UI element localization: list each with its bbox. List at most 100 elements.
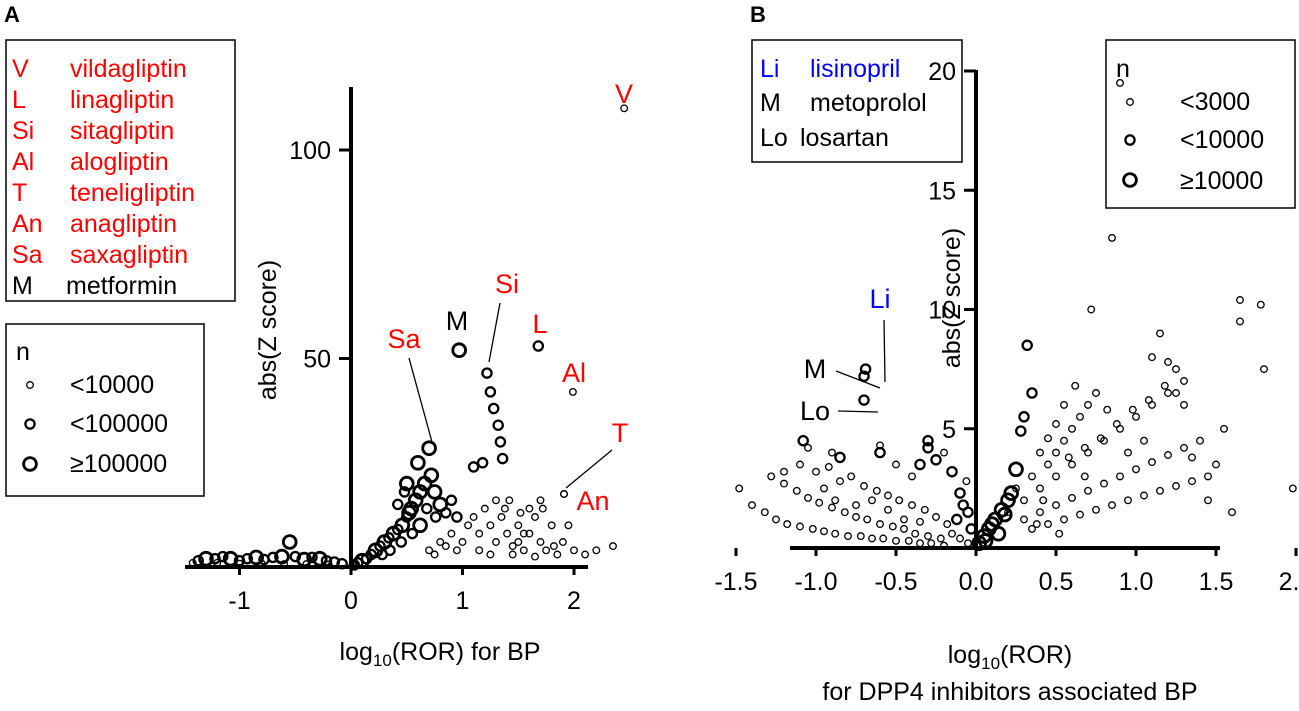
x-label-rest: (ROR) for BP — [392, 638, 541, 666]
data-point — [1084, 448, 1092, 457]
data-point — [395, 536, 407, 548]
data-point — [847, 472, 856, 481]
x-label-b-rest: (ROR) — [1000, 641, 1072, 669]
data-point — [932, 513, 940, 521]
data-point — [954, 487, 966, 499]
data-point — [1103, 405, 1112, 414]
data-point — [1036, 448, 1044, 457]
y-tick-label: 50 — [303, 346, 331, 374]
data-point — [217, 550, 229, 563]
data-point — [943, 520, 952, 529]
data-point — [927, 539, 936, 548]
x-label-log: log — [340, 638, 373, 666]
data-point — [1172, 365, 1180, 374]
data-point — [831, 529, 840, 538]
data-point — [962, 477, 971, 486]
data-point — [924, 532, 932, 541]
data-point — [1087, 305, 1096, 314]
data-point — [1236, 317, 1244, 326]
panel-a: A V vildagliptin L linagliptin Si sitagl… — [4, 2, 633, 670]
data-point — [475, 529, 484, 538]
data-point — [1080, 443, 1089, 452]
data-point — [735, 484, 744, 493]
data-point — [235, 559, 244, 568]
legend-abbr-sa: Sa — [12, 241, 43, 269]
legend-name-anagliptin: anagliptin — [70, 210, 177, 238]
data-point — [514, 521, 523, 530]
data-point — [922, 434, 934, 447]
data-point — [1148, 400, 1156, 409]
data-point — [257, 559, 266, 568]
data-point — [840, 508, 849, 517]
data-point — [1116, 472, 1124, 481]
x-label-b-log: log — [948, 641, 981, 669]
legend-abbr-lo: Lo — [760, 124, 788, 152]
annotation-lo: Lo — [800, 396, 830, 426]
data-point — [492, 496, 500, 505]
data-point — [831, 496, 840, 505]
size-legend-b-label-small: <3000 — [1180, 88, 1250, 116]
panel-a-drug-legend-box — [5, 39, 236, 302]
data-point — [549, 542, 558, 551]
data-point — [464, 521, 473, 530]
data-point — [392, 523, 404, 536]
data-point — [407, 492, 424, 509]
data-point — [922, 442, 934, 454]
data-point — [1028, 524, 1036, 533]
data-point — [940, 448, 948, 457]
data-point — [1044, 460, 1052, 469]
y-tick-label: 10 — [928, 297, 956, 325]
data-point — [492, 419, 504, 431]
data-point — [957, 499, 969, 511]
legend-name-vildagliptin: vildagliptin — [70, 55, 187, 83]
data-point — [863, 515, 872, 524]
data-point — [940, 541, 948, 550]
panel-b-drug-legend-box — [751, 39, 963, 163]
data-point — [1028, 472, 1036, 481]
data-point — [412, 484, 428, 500]
data-point — [834, 451, 846, 464]
panel-a-y-label: abs(Z score) — [254, 260, 282, 400]
data-point — [772, 515, 780, 524]
annotation-l: L — [532, 309, 547, 339]
data-point — [222, 550, 239, 567]
data-point — [1026, 387, 1038, 399]
annotation-sa: Sa — [387, 324, 421, 354]
data-point — [908, 472, 916, 481]
panel-a-annotations: V L Si Al T An Sa M — [387, 79, 633, 516]
data-point — [538, 504, 547, 513]
panel-a-label: A — [4, 2, 20, 27]
data-point — [948, 529, 956, 538]
size-legend-label-small: <10000 — [70, 371, 154, 399]
data-point — [797, 434, 809, 447]
data-point — [525, 529, 534, 538]
data-point — [1124, 448, 1132, 457]
data-point — [990, 525, 1007, 542]
data-point — [914, 458, 926, 471]
y-tick-label: 5 — [942, 416, 956, 444]
data-point — [500, 504, 509, 513]
data-point — [1132, 412, 1140, 421]
x-tick-label: 2 — [567, 587, 581, 615]
data-point — [365, 548, 377, 561]
legend-abbr-an: An — [12, 210, 43, 238]
data-point — [904, 536, 913, 545]
data-point — [519, 546, 528, 555]
legend-name-alogliptin: alogliptin — [70, 148, 169, 176]
data-point — [1164, 389, 1172, 397]
size-legend-b-label-large: ≥10000 — [1180, 167, 1263, 195]
data-point — [496, 452, 509, 465]
x-tick-label: 1.5 — [1199, 568, 1234, 596]
x-tick-label: 0 — [344, 587, 358, 615]
data-point — [1204, 496, 1212, 505]
data-point — [525, 504, 534, 513]
legend-name-metformin: metformin — [66, 272, 177, 300]
x-label-subscript: 10 — [373, 651, 392, 670]
x-tick-label: 1.0 — [1119, 568, 1154, 596]
data-point — [1188, 453, 1196, 462]
data-point — [1084, 486, 1092, 495]
panel-b-x-label-line2: for DPP4 inhibitors associated BP — [822, 678, 1197, 706]
data-point — [1220, 424, 1228, 433]
data-point — [1124, 496, 1132, 505]
annotation-m: M — [446, 306, 469, 336]
